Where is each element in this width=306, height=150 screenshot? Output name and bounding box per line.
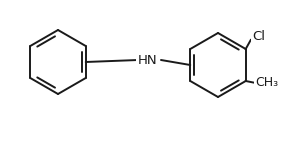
Text: HN: HN: [138, 54, 158, 66]
Text: CH₃: CH₃: [255, 76, 278, 90]
Text: Cl: Cl: [252, 30, 265, 42]
